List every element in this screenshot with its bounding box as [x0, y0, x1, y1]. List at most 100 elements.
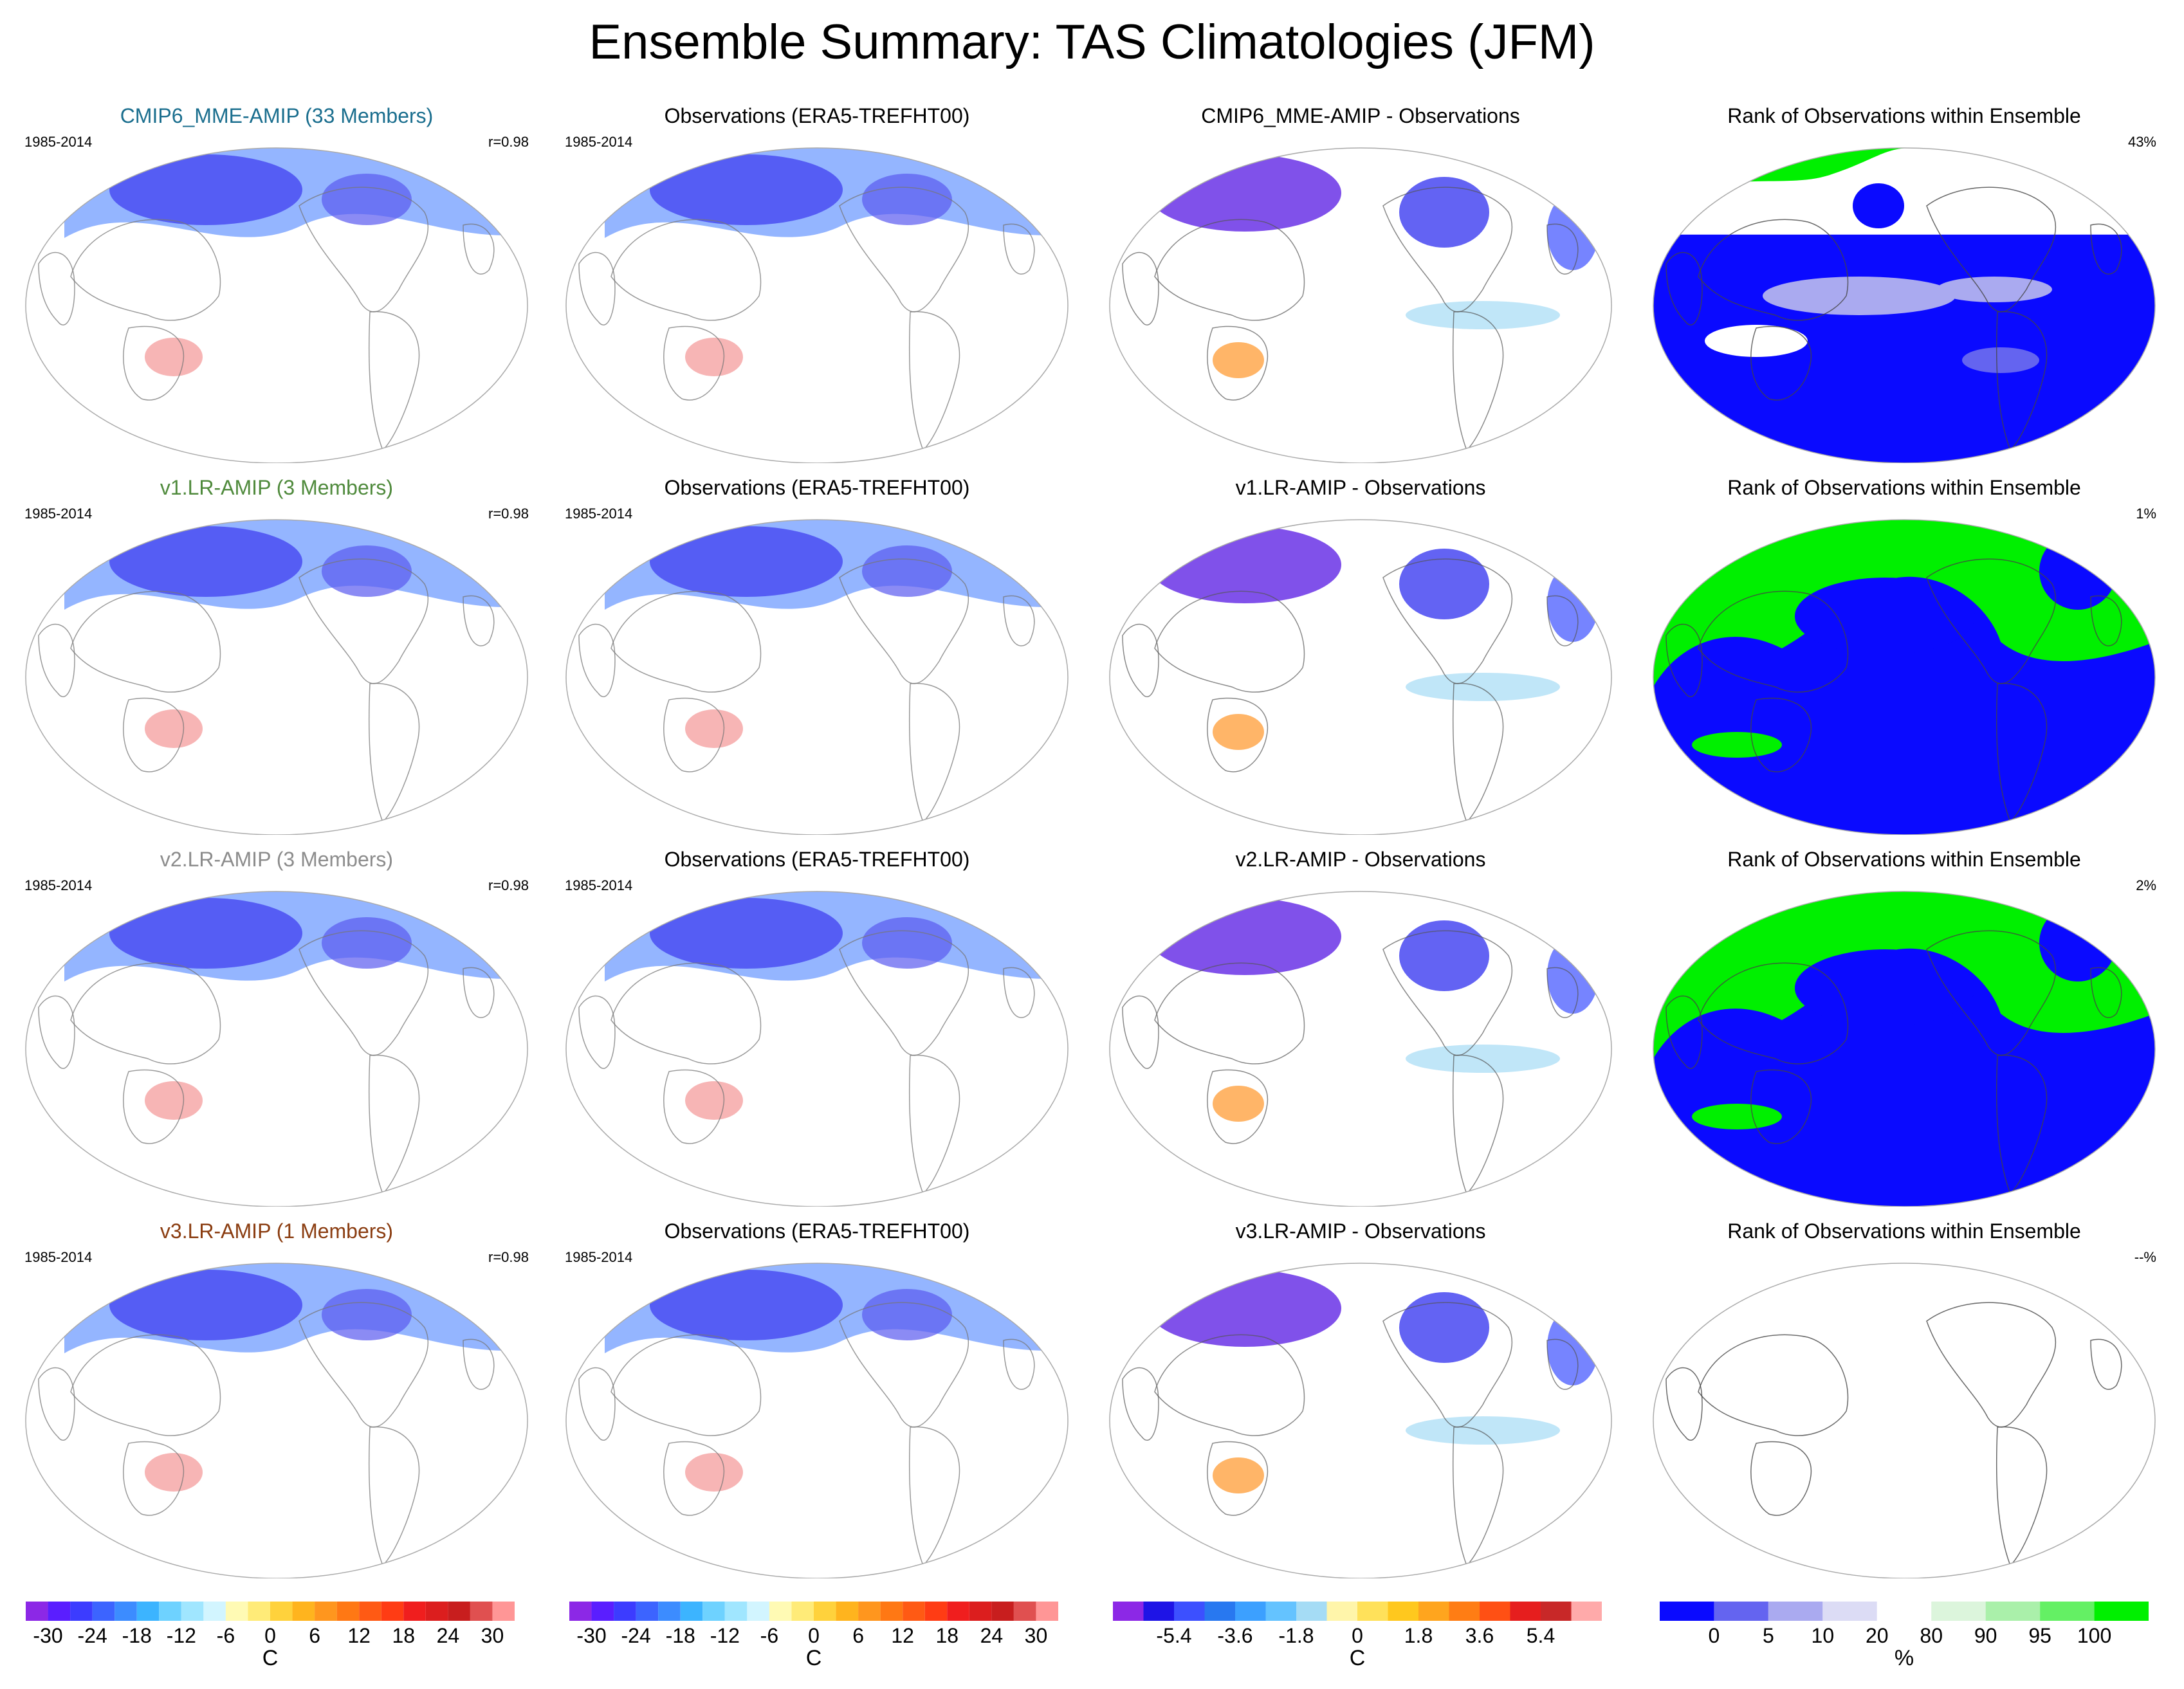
colorbar-tick-label: 80	[1920, 1624, 1943, 1647]
colorbar-swatch	[425, 1602, 448, 1621]
colorbar-swatch	[1036, 1602, 1058, 1621]
colorbar-swatch	[1931, 1602, 1986, 1621]
map-panel-diff: v1.LR-AMIP - Observations	[1097, 475, 1624, 835]
map-panel-rank: Rank of Observations within Ensemble 1%	[1640, 475, 2168, 835]
colorbar-tick-label: -1.8	[1278, 1624, 1314, 1647]
colorbar-swatch	[1660, 1602, 1714, 1621]
panel-title: Rank of Observations within Ensemble	[1727, 848, 2081, 871]
colorbar: -30 -24 -18 -12 -6 0 6 12 18 24 30 C	[569, 1602, 1058, 1679]
map-panel-diff: CMIP6_MME-AMIP - Observations	[1097, 103, 1624, 463]
rank-percent: 1%	[2136, 506, 2156, 522]
map-model	[25, 891, 528, 1207]
colorbar-swatch	[225, 1602, 248, 1621]
main-title: Ensemble Summary: TAS Climatologies (JFM…	[589, 15, 1595, 69]
map-model	[25, 147, 528, 463]
colorbar: 0 5 10 20 80 90 95 100%	[1660, 1602, 2149, 1679]
colorbar-swatch	[969, 1602, 992, 1621]
rank-percent: 43%	[2127, 134, 2156, 150]
correlation-label: r=0.98	[488, 506, 529, 522]
colorbar-swatch	[814, 1602, 836, 1621]
colorbar-tick-label: 12	[347, 1624, 371, 1647]
colorbar-tick-label: 6	[852, 1624, 864, 1647]
colorbar-swatch	[924, 1602, 948, 1621]
colorbar: -30 -24 -18 -12 -6 0 6 12 18 24 30 C	[26, 1602, 515, 1679]
period-label: 1985-2014	[565, 134, 633, 150]
colorbar-tick-label: 12	[891, 1624, 914, 1647]
colorbar-swatch	[2094, 1602, 2149, 1621]
map-rank	[1653, 1263, 2156, 1578]
colorbar-unit: C	[262, 1646, 279, 1670]
map-model	[25, 519, 528, 835]
panel-title: Rank of Observations within Ensemble	[1727, 104, 2081, 127]
colorbar-swatch	[1877, 1602, 1932, 1621]
correlation-label: r=0.98	[488, 134, 529, 150]
map-panel-diff: v2.LR-AMIP - Observations	[1097, 846, 1624, 1207]
colorbar-tick-label: 30	[481, 1624, 504, 1647]
panel-title: v1.LR-AMIP (3 Members)	[160, 476, 394, 499]
colorbar-swatch	[1449, 1602, 1480, 1621]
colorbar-unit: C	[805, 1646, 822, 1670]
colorbar-swatch	[492, 1602, 515, 1621]
colorbar-swatch	[1013, 1602, 1036, 1621]
colorbar-swatch	[991, 1602, 1014, 1621]
colorbar-swatch	[1714, 1602, 1768, 1621]
panel-title: Observations (ERA5-TREFHT00)	[664, 848, 970, 871]
colorbar-tick-label: -30	[33, 1624, 62, 1647]
panel-title: CMIP6_MME-AMIP - Observations	[1201, 104, 1520, 127]
panel-title: v1.LR-AMIP - Observations	[1235, 476, 1486, 499]
colorbar: -5.4 -3.6 -1.8 0 1.8 3.6 5.4 C	[1113, 1602, 1602, 1679]
colorbar-swatch	[359, 1602, 381, 1621]
panel-title: v3.LR-AMIP (1 Members)	[160, 1219, 394, 1243]
colorbar-swatch	[203, 1602, 226, 1621]
colorbar-swatch	[724, 1602, 748, 1621]
map-rank	[1653, 519, 2156, 835]
colorbar-swatch	[48, 1602, 71, 1621]
colorbar-swatch	[769, 1602, 792, 1621]
colorbar-swatch	[1822, 1602, 1877, 1621]
colorbar-swatch	[702, 1602, 725, 1621]
map-panel-model: v1.LR-AMIP (3 Members) 1985-2014 r=0.98	[13, 475, 540, 835]
colorbar-tick-label: 1.8	[1404, 1624, 1433, 1647]
colorbar-tick-label: 18	[935, 1624, 959, 1647]
colorbar-tick-label: 3.6	[1465, 1624, 1494, 1647]
colorbar-swatch	[1235, 1602, 1266, 1621]
colorbar-tick-label: 0	[1352, 1624, 1363, 1647]
colorbar-scale: 0 5 10 20 80 90 95 100	[1660, 1602, 2149, 1647]
colorbar-swatch	[636, 1602, 659, 1621]
colorbar-swatch	[1985, 1602, 2041, 1621]
colorbar-swatch	[880, 1602, 903, 1621]
panel-title: Observations (ERA5-TREFHT00)	[664, 104, 970, 127]
colorbar-swatch	[1357, 1602, 1388, 1621]
colorbar-swatch	[1326, 1602, 1357, 1621]
map-rank	[1653, 147, 2156, 463]
panel-title: v2.LR-AMIP (3 Members)	[160, 848, 394, 871]
panel-title: v3.LR-AMIP - Observations	[1235, 1219, 1486, 1243]
colorbar-swatch	[1768, 1602, 1823, 1621]
panel-title: CMIP6_MME-AMIP (33 Members)	[120, 104, 434, 127]
colorbar-scale: -30 -24 -18 -12 -6 0 6 12 18 24 30	[569, 1602, 1058, 1647]
colorbar-tick-label: -24	[621, 1624, 651, 1647]
colorbar-tick-label: 0	[1709, 1624, 1720, 1647]
colorbar-tick-label: -18	[666, 1624, 695, 1647]
map-obs	[565, 1263, 1069, 1578]
map-panel-obs: Observations (ERA5-TREFHT00) 1985-2014	[553, 475, 1081, 835]
panel-title: Observations (ERA5-TREFHT00)	[664, 1219, 970, 1243]
colorbar-swatch	[1265, 1602, 1296, 1621]
colorbar-swatch	[1510, 1602, 1541, 1621]
colorbar-tick-label: -24	[78, 1624, 107, 1647]
colorbar-tick-label: 24	[437, 1624, 460, 1647]
rank-percent: 2%	[2136, 877, 2156, 893]
colorbar-tick-label: 5.4	[1527, 1624, 1555, 1647]
period-label: 1985-2014	[24, 1249, 93, 1265]
colorbar-swatch	[336, 1602, 360, 1621]
map-panel-obs: Observations (ERA5-TREFHT00) 1985-2014	[553, 846, 1081, 1207]
map-panel-model: v2.LR-AMIP (3 Members) 1985-2014 r=0.98	[13, 846, 540, 1207]
period-label: 1985-2014	[24, 506, 93, 522]
period-label: 1985-2014	[24, 877, 93, 893]
colorbar-swatch	[181, 1602, 204, 1621]
colorbar-swatch	[1143, 1602, 1174, 1621]
colorbar-tick-label: -12	[710, 1624, 740, 1647]
colorbar-unit: %	[1894, 1646, 1914, 1670]
map-panel-model: v3.LR-AMIP (1 Members) 1985-2014 r=0.98	[13, 1218, 540, 1578]
colorbar-tick-label: 30	[1025, 1624, 1048, 1647]
